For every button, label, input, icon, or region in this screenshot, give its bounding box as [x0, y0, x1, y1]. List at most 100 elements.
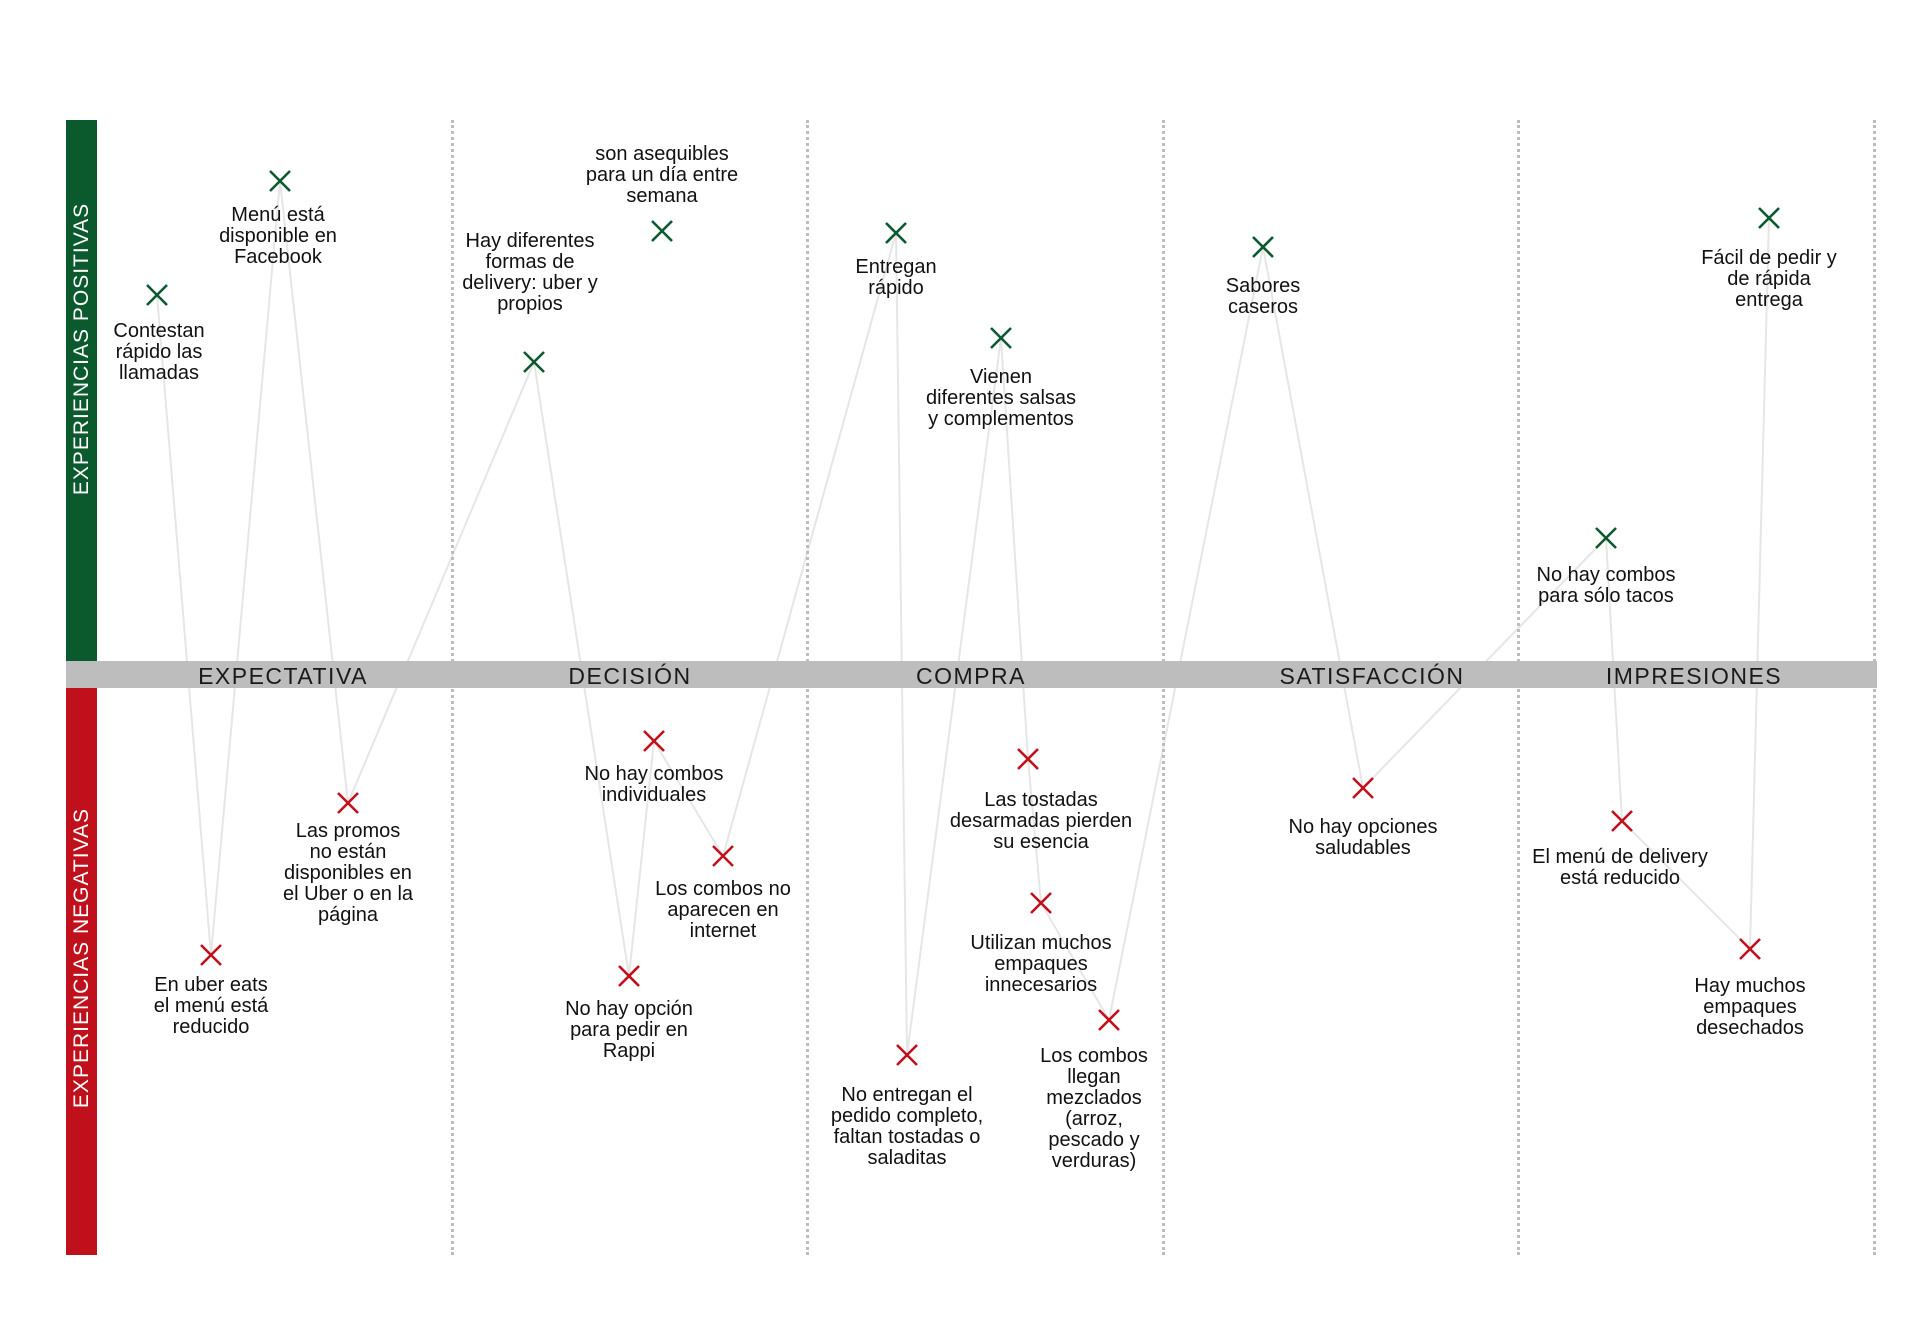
negative-experience-note: En uber eats el menú está reducido	[154, 975, 269, 1038]
note-line: Contestan	[113, 320, 205, 342]
note-line: Facebook	[234, 246, 322, 268]
note-line: caseros	[1227, 296, 1299, 318]
positive-x-mark-icon	[522, 350, 546, 374]
negative-experience-note: No hay combos individuales	[585, 764, 724, 806]
negative-x-mark-icon	[642, 729, 666, 753]
negative-x-mark-icon	[199, 943, 223, 967]
negative-experience-note: No hay opciones saludables	[1289, 817, 1438, 859]
positive-experiences-bar	[66, 120, 97, 662]
negative-x-mark-icon	[336, 791, 360, 815]
note-line: no están	[309, 841, 387, 863]
positive-experience-note: Sabores caseros	[1226, 276, 1301, 318]
note-line: Vienen	[970, 366, 1032, 388]
positive-experience-note: Fácil de pedir y de rápida entrega	[1701, 248, 1837, 311]
positive-x-mark-icon	[1251, 235, 1275, 259]
stage-label-impresiones: IMPRESIONES	[1605, 663, 1783, 689]
note-line: desarmadas pierden	[949, 810, 1133, 832]
positive-x-mark-icon	[884, 221, 908, 245]
negative-experience-note: Utilizan muchos empaques innecesarios	[970, 933, 1111, 996]
negative-x-mark-icon	[1351, 776, 1375, 800]
stage-label-expectativa: EXPECTATIVA	[198, 663, 368, 689]
positive-experiences-label: EXPERIENCIAS POSITIVAS	[70, 202, 93, 496]
note-line: No hay combos	[584, 763, 724, 785]
note-line: semana	[626, 185, 698, 207]
negative-x-mark-icon	[1029, 891, 1053, 915]
positive-x-mark-icon	[650, 219, 674, 243]
note-line: y complementos	[928, 408, 1074, 430]
note-line: pedido completo,	[830, 1105, 984, 1127]
note-line: rápido las	[115, 341, 203, 363]
note-line: individuales	[601, 784, 707, 806]
note-line: En uber eats	[154, 974, 268, 996]
note-line: para pedir en	[570, 1019, 688, 1041]
negative-x-mark-icon	[1738, 937, 1762, 961]
note-line: desechados	[1696, 1017, 1804, 1039]
negative-x-mark-icon	[1610, 809, 1634, 833]
note-line: de rápida	[1727, 268, 1811, 290]
note-line: reducido	[172, 1016, 250, 1038]
note-line: Las promos	[295, 820, 401, 842]
stage-divider	[451, 120, 454, 1255]
note-line: innecesarios	[984, 974, 1098, 996]
note-line: Los combos	[1040, 1045, 1148, 1067]
note-line: Utilizan muchos	[970, 932, 1112, 954]
note-line: Menú está	[231, 204, 325, 226]
note-line: llegan	[1067, 1066, 1121, 1088]
positive-x-mark-icon	[145, 283, 169, 307]
negative-experience-note: El menú de delivery está reducido	[1532, 847, 1708, 889]
note-line: No hay combos	[1536, 564, 1676, 586]
note-line: El menú de delivery	[1532, 846, 1708, 868]
negative-x-mark-icon	[895, 1043, 919, 1067]
negative-experiences-bar	[66, 688, 97, 1255]
journey-connector-line	[156, 180, 1770, 1056]
negative-experience-note: Las tostadas desarmadas pierden su esencia	[950, 790, 1132, 853]
note-line: para sólo tacos	[1538, 585, 1674, 607]
positive-x-mark-icon	[1594, 526, 1618, 550]
note-line: está reducido	[1559, 867, 1681, 889]
positive-experience-note: Vienen diferentes salsas y complementos	[926, 367, 1076, 430]
negative-experience-note: Las promos no están disponibles en el Uber …	[283, 821, 413, 926]
stage-divider	[1873, 120, 1876, 1255]
note-line: (arroz,	[1065, 1108, 1123, 1130]
positive-x-mark-icon	[268, 169, 292, 193]
note-line: Rappi	[602, 1040, 656, 1062]
note-line: saludables	[1315, 837, 1411, 859]
note-line: el Uber o en la	[282, 883, 414, 905]
note-line: disponibles en	[284, 862, 412, 884]
note-line: rápido	[868, 277, 924, 299]
note-line: página	[317, 904, 379, 926]
note-line: mezclados	[1046, 1087, 1142, 1109]
stage-axis	[66, 661, 1877, 688]
note-line: formas de	[485, 251, 575, 273]
negative-x-mark-icon	[617, 964, 641, 988]
note-line: Fácil de pedir y	[1701, 247, 1837, 269]
stage-divider	[806, 120, 809, 1255]
negative-x-mark-icon	[711, 844, 735, 868]
note-line: delivery: uber y	[462, 272, 598, 294]
negative-experience-note: Los combos no aparecen en internet	[655, 879, 791, 942]
note-line: el menú está	[153, 995, 269, 1017]
note-line: Sabores	[1225, 275, 1301, 297]
note-line: Los combos no	[655, 878, 791, 900]
positive-experience-note: son asequibles para un día entre semana	[586, 144, 738, 207]
note-line: para un día entre	[585, 164, 739, 186]
note-line: pescado y	[1048, 1129, 1140, 1151]
note-line: No hay opción	[565, 998, 693, 1020]
positive-x-mark-icon	[989, 326, 1013, 350]
stage-label-compra: COMPRA	[916, 663, 1026, 689]
note-line: llamadas	[118, 362, 200, 384]
note-line: su esencia	[993, 831, 1089, 853]
note-line: son asequibles	[595, 143, 729, 165]
positive-experience-note: No hay combos para sólo tacos	[1537, 565, 1676, 607]
note-line: faltan tostadas o	[833, 1126, 981, 1148]
stage-label-decision: DECISIÓN	[568, 663, 692, 689]
negative-experience-note: No entregan el pedido completo, faltan tos…	[831, 1085, 983, 1169]
negative-x-mark-icon	[1097, 1008, 1121, 1032]
note-line: diferentes salsas	[925, 387, 1077, 409]
note-line: Hay muchos	[1694, 975, 1806, 997]
note-line: Las tostadas	[984, 789, 1098, 811]
note-line: empaques	[994, 953, 1088, 975]
